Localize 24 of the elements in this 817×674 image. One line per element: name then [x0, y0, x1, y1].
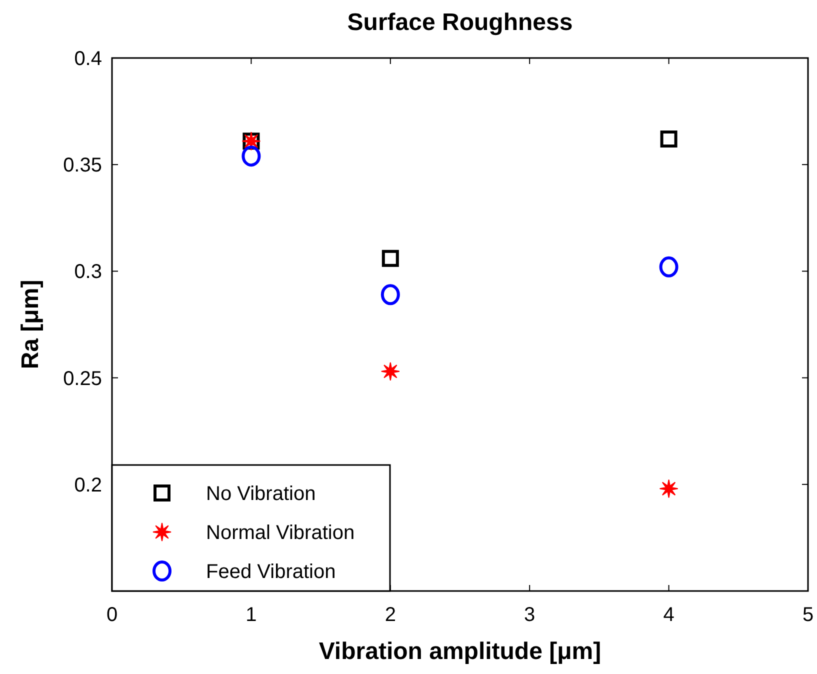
- y-tick-label: 0.4: [74, 48, 102, 70]
- legend-label: Feed Vibration: [206, 561, 336, 583]
- x-tick-label: 5: [802, 604, 814, 626]
- legend-label: Normal Vibration: [206, 522, 355, 544]
- x-tick-label: 3: [524, 604, 536, 626]
- point: [659, 479, 678, 498]
- x-tick-label: 4: [663, 604, 674, 626]
- y-tick-label: 0.35: [63, 154, 102, 177]
- point: [659, 256, 678, 278]
- point: [380, 362, 400, 381]
- y-axis-title: Ra [μm]: [17, 280, 44, 370]
- x-axis-title: Vibration amplitude [μm]: [318, 638, 602, 665]
- x-tick-label: 0: [106, 604, 118, 626]
- point: [660, 130, 678, 148]
- y-tick-label: 0.25: [63, 368, 102, 390]
- y-tick-label: 0.3: [74, 261, 102, 284]
- point: [242, 146, 261, 167]
- x-tick-label: 2: [384, 604, 396, 626]
- y-tick-label: 0.2: [74, 474, 102, 496]
- legend-label: No Vibration: [206, 483, 316, 505]
- point: [382, 250, 399, 267]
- point: [380, 284, 400, 306]
- chart-title: Surface Roughness: [347, 9, 573, 36]
- x-tick-label: 1: [246, 604, 257, 626]
